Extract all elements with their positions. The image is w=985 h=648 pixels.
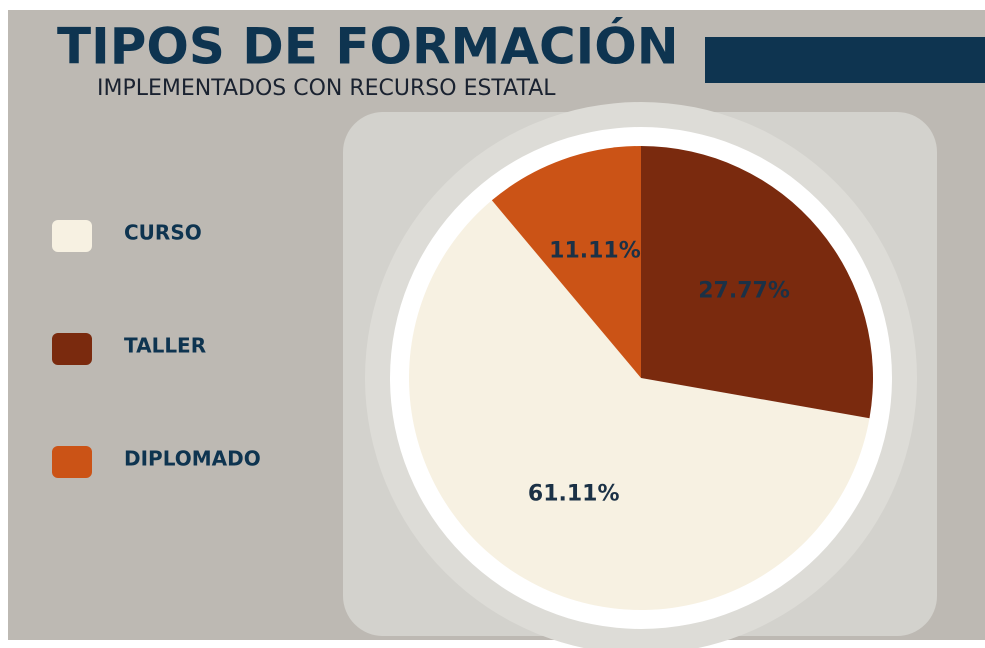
pie-slice [491, 146, 641, 378]
title-bar [705, 37, 985, 83]
pie-slice [641, 146, 873, 419]
legend-swatch [52, 220, 92, 252]
legend-label: DIPLOMADO [124, 447, 261, 471]
pie-slice [408, 200, 870, 610]
data-label: 27.77% [698, 278, 790, 303]
legend-swatch [52, 446, 92, 478]
chart-subtitle: IMPLEMENTADOS CON RECURSO ESTATAL [97, 76, 556, 101]
legend-label: TALLER [124, 334, 206, 358]
data-label: 61.11% [528, 482, 620, 507]
legend-label: CURSO [124, 221, 202, 245]
legend-swatch [52, 333, 92, 365]
data-label: 11.11% [549, 239, 641, 264]
chart-title: TIPOS DE FORMACIÓN [57, 17, 679, 76]
